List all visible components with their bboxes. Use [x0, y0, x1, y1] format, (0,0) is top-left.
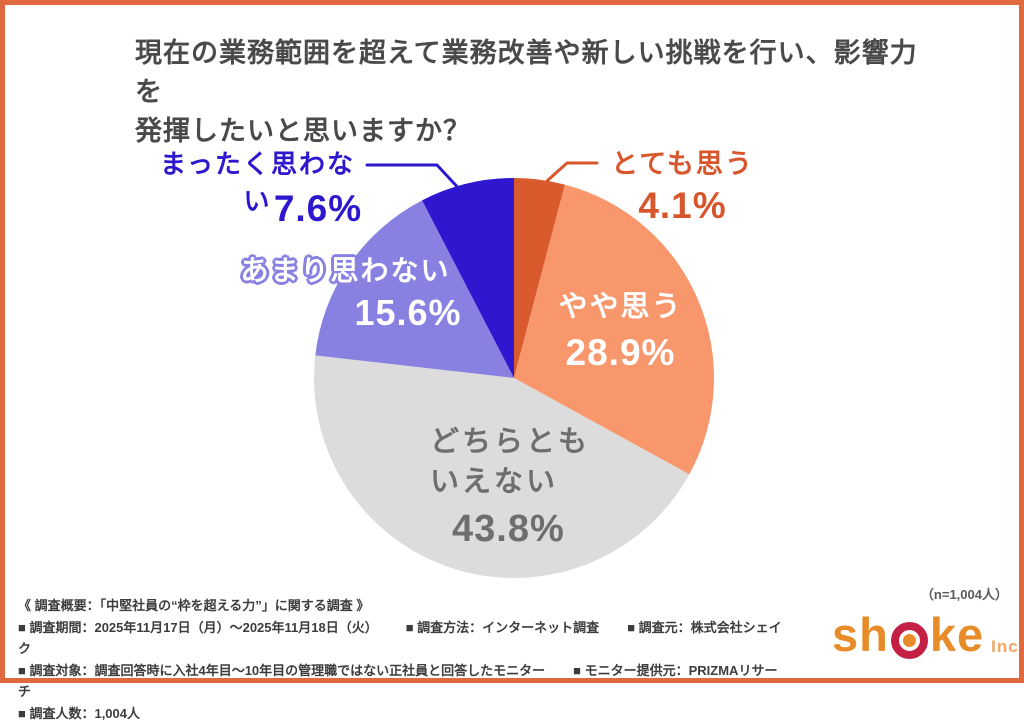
label-yaya-omou: やや思う 28.9%	[543, 283, 698, 374]
label-totemo-omou: とても思う 4.1%	[585, 142, 780, 227]
survey-period: ■ 調査期間：2025年11月17日（月）～2025年11月18日（火）	[18, 620, 378, 635]
survey-count: ■ 調査人数：1,004人	[18, 706, 140, 721]
label-totemo-pct: 4.1%	[585, 185, 780, 227]
survey-row-1: ■ 調査期間：2025年11月17日（月）～2025年11月18日（火） ■ 調査…	[18, 617, 818, 660]
label-amari-name: あまり思わない	[233, 249, 458, 289]
title-line-1: 現在の業務範囲を超えて業務改善や新しい挑戦を行い、影響力を	[135, 34, 935, 112]
label-totemo-name: とても思う	[585, 142, 780, 181]
survey-row-3: ■ 調査人数：1,004人	[18, 703, 818, 724]
chart-question-title: 現在の業務範囲を超えて業務改善や新しい挑戦を行い、影響力を 発揮したいと思います…	[135, 34, 935, 151]
label-dochira-line2: いえない	[430, 462, 605, 502]
survey-method: ■ 調査方法：インターネット調査	[406, 620, 599, 635]
label-yaya-pct: 28.9%	[543, 332, 698, 374]
logo-a-icon	[891, 622, 928, 659]
logo-inc-label: Inc.	[991, 636, 1024, 658]
logo-text-sh: sh	[832, 612, 889, 658]
label-mattaku-pct: 7.6%	[258, 188, 378, 230]
label-dochira-pct: 43.8%	[452, 508, 605, 551]
label-amari-pct: 15.6%	[343, 292, 473, 334]
survey-row-2: ■ 調査対象：調査回答時に入社4年目～10年目の管理職ではない正社員と回答したモ…	[18, 660, 818, 703]
survey-heading: 《 調査概要：「中堅社員の“枠を超える力”」に関する調査 》	[18, 598, 369, 613]
shake-logo: sh ke Inc.	[832, 612, 1024, 658]
label-dochira-line1: どちらとも	[430, 422, 605, 462]
survey-target: ■ 調査対象：調査回答時に入社4年目～10年目の管理職ではない正社員と回答したモ…	[18, 663, 545, 678]
logo-text-ke: ke	[930, 612, 984, 658]
label-dochiratomo: どちらとも いえない 43.8%	[430, 422, 605, 551]
survey-heading-row: 《 調査概要：「中堅社員の“枠を超える力”」に関する調査 》	[18, 595, 818, 617]
infographic-root: { "title": { "line1": "現在の業務範囲を超えて業務改善や新…	[0, 0, 1024, 683]
survey-summary: 《 調査概要：「中堅社員の“枠を超える力”」に関する調査 》 ■ 調査期間：20…	[18, 595, 818, 724]
logo-a-dot-icon	[903, 634, 916, 647]
sample-size-note: （n=1,004人）	[921, 584, 1008, 603]
label-yaya-name: やや思う	[543, 283, 698, 325]
